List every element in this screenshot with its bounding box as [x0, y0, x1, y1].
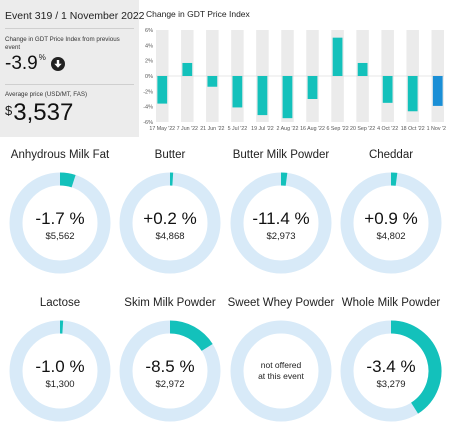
y-tick-label: 4% [145, 43, 153, 49]
avg-price-row: $ 3,537 [5, 99, 73, 127]
product-name: Sweet Whey Powder [227, 297, 335, 309]
x-tick-label: 21 Jun '22 [200, 126, 224, 132]
x-tick-label: 20 Sep '22 [350, 126, 375, 132]
arrow-down-icon [50, 57, 65, 71]
change-value: -3.9 [5, 53, 38, 74]
average-price: $3,279 [376, 379, 406, 390]
x-tick-label: 17 May '22 [149, 126, 175, 132]
y-tick-label: -2% [143, 89, 153, 95]
donut-share-arc [390, 320, 442, 414]
product-card-sweet-whey-powder[interactable]: Sweet Whey Powder not offered at this even… [225, 297, 337, 437]
chart-bar [182, 62, 193, 76]
product-name: Lactose [39, 297, 81, 309]
not-offered-line1: not offered [260, 360, 302, 370]
avg-price-currency: $ [5, 103, 13, 118]
donut-ring [339, 319, 443, 423]
average-price: $1,300 [45, 379, 75, 390]
average-price: $4,802 [376, 231, 406, 242]
change-label: Change in GDT Price Index from previous … [5, 36, 120, 51]
average-price: $5,562 [45, 231, 75, 242]
product-name: Butter [154, 149, 186, 161]
chart-bar [232, 76, 243, 108]
change-row: -3.9 % [5, 53, 65, 75]
chart-bar [382, 76, 393, 103]
summary-panel: Event 319 / 1 November 2022 Change in GD… [0, 0, 145, 137]
product-card-butter[interactable]: Butter +0.2 % $4,868 [114, 149, 226, 289]
divider [5, 84, 134, 85]
product-card-cheddar[interactable]: Cheddar +0.9 % $4,802 [335, 149, 447, 289]
price-change: -1.0 % [35, 357, 85, 376]
donut-ring [8, 171, 112, 275]
product-name: Whole Milk Powder [341, 297, 441, 309]
x-tick-label: 18 Oct '22 [401, 126, 425, 132]
chart-bar [432, 76, 443, 106]
y-tick-label: 2% [145, 59, 153, 65]
chart-bar [207, 76, 218, 87]
chart-bar [332, 37, 343, 76]
x-tick-label: 19 Jul '22 [251, 126, 274, 132]
donut-share-arc [169, 320, 213, 352]
product-card-butter-milk-powder[interactable]: Butter Milk Powder -11.4 % $2,973 [225, 149, 337, 289]
x-tick-label: 5 Jul '22 [228, 126, 248, 132]
donut-ring [118, 171, 222, 275]
x-tick-label: 4 Oct '22 [377, 126, 398, 132]
chart-bar [307, 76, 318, 99]
chart-bar [407, 76, 418, 112]
price-change: -11.4 % [252, 209, 310, 228]
y-tick-label: -4% [143, 105, 153, 111]
gdt-index-chart: 6% 4% 2% 0% -2% -4% -6% 17 May '22 7 Jun '22 21 J… [140, 26, 446, 136]
x-tick-label: 7 Jun '22 [177, 126, 198, 132]
donut-ring [229, 319, 333, 423]
change-unit: % [38, 52, 46, 62]
avg-price-value: 3,537 [13, 99, 74, 126]
donut-share-arc [59, 172, 76, 188]
average-price: $2,973 [266, 231, 296, 242]
product-card-skim-milk-powder[interactable]: Skim Milk Powder -8.5 % $2,972 [114, 297, 226, 437]
y-tick-label: 6% [145, 28, 153, 34]
y-tick-label: 0% [145, 74, 153, 80]
divider [5, 28, 134, 29]
donut-ring [339, 171, 443, 275]
not-offered-note: not offered at this event [229, 360, 333, 382]
x-tick-label: 16 Aug '22 [300, 126, 325, 132]
donut-ring [229, 171, 333, 275]
chart-bar [282, 76, 293, 119]
avg-price-label: Average price (USD/MT, FAS) [5, 91, 88, 98]
price-change: +0.2 % [143, 209, 197, 228]
chart-bar [257, 76, 268, 116]
donut-ring [8, 319, 112, 423]
price-change: -8.5 % [145, 357, 195, 376]
product-card-anhydrous-milk-fat[interactable]: Anhydrous Milk Fat -1.7 % $5,562 [4, 149, 116, 289]
price-change: -3.4 % [366, 357, 416, 376]
donut-track [230, 320, 332, 422]
donut-ring [118, 319, 222, 423]
y-tick-label: -6% [143, 120, 153, 126]
x-tick-label: 2 Aug '22 [277, 126, 299, 132]
chart-bar [357, 62, 368, 76]
event-title: Event 319 / 1 November 2022 [5, 10, 145, 22]
product-card-lactose[interactable]: Lactose -1.0 % $1,300 [4, 297, 116, 437]
product-name: Skim Milk Powder [124, 297, 216, 309]
average-price: $2,972 [155, 379, 185, 390]
product-name: Butter Milk Powder [232, 149, 330, 161]
not-offered-line2: at this event [258, 371, 304, 381]
average-price: $4,868 [155, 231, 185, 242]
x-tick-label: 1 Nov '22 [427, 126, 446, 132]
price-change: +0.9 % [364, 209, 418, 228]
x-tick-label: 6 Sep '22 [326, 126, 348, 132]
product-name: Anhydrous Milk Fat [10, 149, 110, 161]
chart-title: Change in GDT Price Index [146, 9, 250, 19]
product-card-whole-milk-powder[interactable]: Whole Milk Powder -3.4 % $3,279 [335, 297, 447, 437]
chart-bar [157, 76, 168, 104]
price-change: -1.7 % [35, 209, 85, 228]
product-name: Cheddar [368, 149, 414, 161]
